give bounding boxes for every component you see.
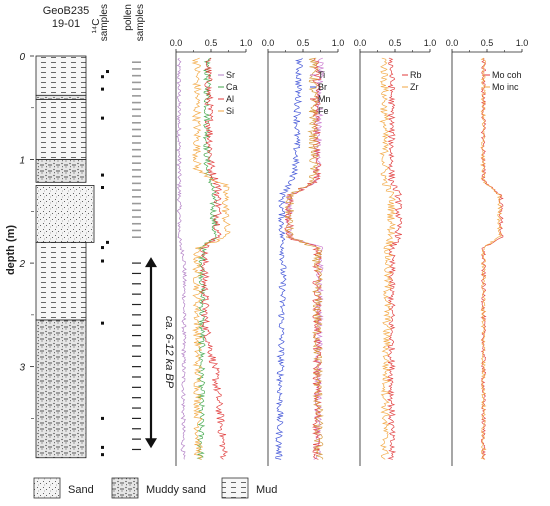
c14-sublabel: samples: [99, 4, 110, 41]
lithology-muddy-sand: [35, 159, 87, 183]
lithology-mud: [35, 241, 87, 321]
legend-swatch-muddy-sand: [111, 477, 139, 499]
legend-label: Zr: [410, 82, 419, 92]
panel-x-tick-label: 0.5: [297, 38, 310, 48]
xrf-panels: 0.0 0.5 1.0 Sr Ca Al Si 0.0 0.5 1.0 Ti Br Mn Fe 0.0 0.5…: [170, 38, 529, 466]
c14-sample-marker: [101, 75, 104, 79]
legend-label: Ti: [318, 70, 325, 80]
legend-label: Si: [226, 106, 234, 116]
legend-swatch-sand: [33, 477, 61, 499]
c14-sample-marker: [101, 453, 104, 457]
age-range-label: ca. 6-12 ka BP: [163, 316, 175, 389]
legend-label: Fe: [318, 106, 329, 116]
legend-label: Ca: [226, 82, 238, 92]
panel-x-tick-label: 0.0: [446, 38, 459, 48]
panel-x-tick-label: 1.0: [240, 38, 253, 48]
depth-tick-label: 1: [19, 156, 25, 167]
series-line-mo-inc: [480, 57, 503, 460]
legend-label-muddy-sand: Muddy sand: [146, 484, 206, 496]
c14-sample-marker: [101, 259, 104, 263]
legend-label: Al: [226, 94, 234, 104]
xrf-panel: 0.0 0.5 1.0 Rb Zr: [354, 38, 437, 466]
depth-axis-label: depth (m): [5, 225, 17, 275]
panel-x-tick-label: 0.5: [389, 38, 402, 48]
lithology-muddy-sand: [35, 319, 87, 459]
legend-swatch-mud: [221, 477, 249, 499]
c14-sample-marker: [106, 70, 109, 74]
series-line-al: [199, 57, 229, 460]
series-line-ca: [196, 57, 219, 460]
series-line-rb: [386, 57, 403, 460]
panel-x-tick-label: 0.5: [205, 38, 218, 48]
c14-sample-marker: [101, 246, 104, 250]
panel-x-tick-label: 1.0: [516, 38, 529, 48]
panel-x-tick-label: 0.0: [354, 38, 367, 48]
xrf-panel: 0.0 0.5 1.0 Sr Ca Al Si: [170, 38, 253, 466]
legend-label: Mo coh: [492, 70, 522, 80]
panel-x-tick-label: 0.0: [170, 38, 183, 48]
legend-label-mud: Mud: [256, 484, 277, 496]
age-arrow-head-up: [145, 257, 157, 268]
legend-label-sand: Sand: [68, 484, 94, 496]
c14-label: ¹⁴C: [91, 19, 102, 34]
depth-tick-label: 2: [18, 259, 25, 270]
panel-x-tick-label: 0.0: [262, 38, 275, 48]
lithology-mud: [35, 99, 87, 160]
lithology-muddy-sand: [35, 94, 87, 100]
depth-tick-label: 0: [19, 52, 25, 63]
legend-label: Sr: [226, 70, 235, 80]
xrf-panel: 0.0 0.5 1.0 Ti Br Mn Fe: [262, 38, 345, 466]
legend-label: Mo inc: [492, 82, 519, 92]
c14-sample-marker: [101, 416, 104, 420]
c14-sample-marker: [101, 87, 104, 91]
lithology-sand: [35, 185, 95, 243]
series-line-zr: [379, 57, 397, 460]
core-title-line1: GeoB235: [43, 5, 89, 17]
legend-label: Mn: [318, 94, 331, 104]
c14-sample-marker: [101, 116, 104, 120]
c14-sample-marker: [101, 173, 104, 177]
panel-x-tick-label: 0.5: [481, 38, 494, 48]
panel-x-tick-label: 1.0: [332, 38, 345, 48]
depth-ticks: 0 1 2 3: [18, 52, 34, 419]
series-line-sr: [176, 57, 188, 460]
lithology-mud: [35, 55, 87, 96]
c14-sample-marker: [101, 445, 104, 449]
c14-sample-marker: [101, 186, 104, 190]
legend-label: Br: [318, 82, 327, 92]
c14-sample-marker: [106, 240, 109, 244]
lithology-column: [35, 55, 95, 459]
c14-sample-marker: [101, 321, 104, 325]
series-line-si: [191, 57, 231, 460]
lithology-legend: Sand Muddy sand Mud: [33, 477, 277, 499]
pollen-sample-markers: [132, 61, 141, 451]
c14-sample-markers: [101, 70, 109, 457]
series-line-br: [275, 57, 303, 460]
series-line-fe: [284, 57, 324, 460]
age-arrow-head-down: [145, 438, 157, 449]
pollen-sublabel: samples: [135, 4, 146, 41]
series-line-mo-coh: [480, 58, 504, 460]
panel-x-tick-label: 1.0: [424, 38, 437, 48]
depth-tick-label: 3: [19, 363, 25, 374]
legend-label: Rb: [410, 70, 422, 80]
xrf-panel: 0.0 0.5 1.0 Mo coh Mo inc: [446, 38, 529, 466]
age-range-arrow: [145, 257, 157, 449]
pollen-label: pollen: [123, 4, 134, 31]
core-title-line2: 19-01: [52, 18, 80, 30]
